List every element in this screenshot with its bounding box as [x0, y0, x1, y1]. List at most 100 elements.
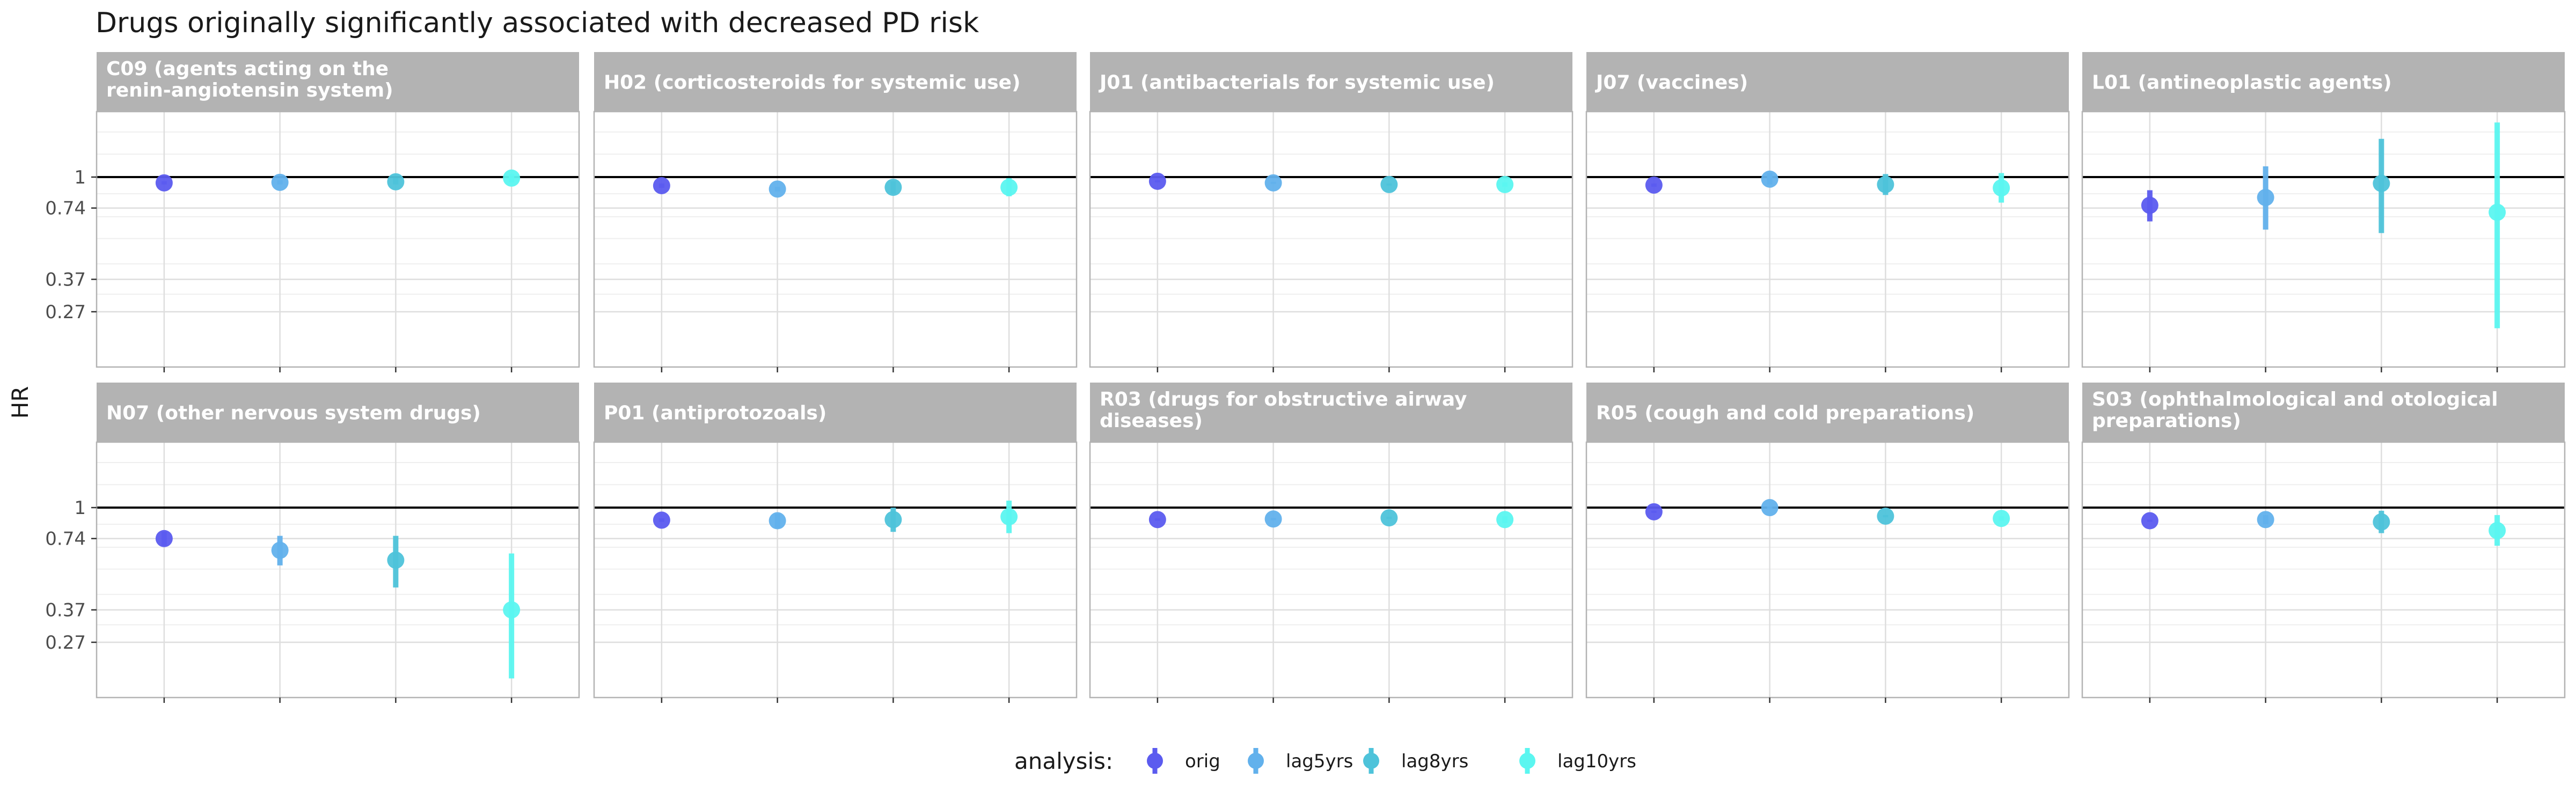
legend-label-lag10yrs: lag10yrs [1557, 751, 1636, 772]
point-lag5yrs [769, 512, 786, 530]
point-lag5yrs [1761, 499, 1779, 516]
facet-strip [1090, 383, 1572, 442]
point-orig [155, 174, 173, 192]
panel-border [1089, 111, 1574, 368]
point-lag8yrs [884, 179, 902, 196]
y-tick-label: 1 [74, 167, 86, 188]
panel-border [1585, 111, 2070, 368]
point-lag8yrs [1877, 507, 1894, 525]
facet-label: P01 (antiprotozoals) [604, 402, 826, 424]
facet-label: R05 (cough and cold preparations) [1596, 402, 1974, 424]
point-lag5yrs [1761, 170, 1779, 188]
y-tick-label: 0.37 [45, 600, 86, 621]
panel-border [2081, 441, 2566, 699]
legend-key-point-orig [1147, 753, 1163, 769]
point-orig [1645, 503, 1663, 520]
panel-border [1585, 441, 2070, 699]
panel-background [97, 442, 579, 698]
point-lag8yrs [2373, 174, 2390, 192]
point-lag10yrs [1000, 179, 1018, 196]
panel-border [96, 111, 580, 368]
point-lag10yrs [1993, 510, 2010, 527]
point-orig [653, 511, 670, 529]
point-lag8yrs [387, 173, 405, 190]
legend-label-lag8yrs: lag8yrs [1401, 751, 1468, 772]
point-orig [1148, 172, 1166, 190]
point-lag5yrs [1264, 510, 1282, 528]
point-lag10yrs [1993, 179, 2010, 197]
facet-label: H02 (corticosteroids for systemic use) [604, 72, 1021, 94]
facet-strip [2082, 383, 2565, 442]
facet-label: C09 (agents acting on the renin-angiotens… [106, 58, 393, 101]
facet-strip [594, 52, 1077, 112]
panel-border [1089, 441, 1574, 699]
facet-label: J07 (vaccines) [1594, 72, 1748, 94]
point-lag8yrs [2373, 513, 2390, 531]
panel-background [97, 112, 579, 367]
y-tick-label: 1 [74, 497, 86, 519]
panel-border [593, 441, 1078, 699]
facet-label: S03 (ophthalmological and otological prep… [2092, 388, 2498, 432]
legend-key-point-lag5yrs [1248, 753, 1264, 769]
point-orig [155, 530, 173, 547]
facet-strip [1090, 52, 1572, 112]
panel-background [1586, 112, 2069, 367]
facet-label: L01 (antineoplastic agents) [2092, 72, 2392, 94]
legend-title: analysis: [1014, 748, 1113, 774]
facet-label: N07 (other nervous system drugs) [106, 402, 481, 424]
facet-strip [2082, 52, 2565, 112]
point-lag10yrs [2489, 203, 2506, 221]
point-lag10yrs [503, 601, 521, 619]
point-lag8yrs [1380, 509, 1398, 527]
y-axis-label: HR [7, 386, 33, 419]
legend-label-orig: orig [1185, 751, 1220, 772]
point-lag10yrs [1496, 511, 1514, 529]
y-tick-label: 0.27 [45, 632, 86, 654]
panel-border [593, 111, 1078, 368]
point-lag5yrs [2257, 189, 2274, 207]
point-lag8yrs [884, 511, 902, 529]
point-orig [2141, 512, 2158, 530]
legend-key-point-lag8yrs [1363, 753, 1379, 769]
point-lag10yrs [2489, 522, 2506, 539]
panel-background [594, 442, 1077, 698]
panel-background [2082, 112, 2565, 367]
panel-background [1586, 442, 2069, 698]
point-orig [1148, 511, 1166, 529]
point-orig [2141, 196, 2158, 214]
facet-label: J01 (antibacterials for systemic use) [1098, 72, 1495, 94]
facet-strip [97, 383, 579, 442]
facet-strip [1586, 52, 2069, 112]
panel-background [2082, 442, 2565, 698]
panel-background [594, 112, 1077, 367]
point-lag5yrs [271, 173, 289, 191]
point-lag10yrs [503, 169, 521, 187]
point-lag8yrs [387, 551, 405, 569]
point-orig [653, 177, 670, 194]
panel-border [2081, 111, 2566, 368]
point-lag10yrs [1496, 175, 1514, 193]
point-lag8yrs [1877, 175, 1894, 193]
point-lag5yrs [769, 180, 786, 198]
y-tick-label: 0.37 [45, 269, 86, 291]
point-lag5yrs [271, 541, 289, 559]
chart-title: Drugs originally significantly associate… [96, 7, 979, 39]
facet-strip [594, 383, 1077, 442]
y-tick-label: 0.74 [45, 529, 86, 550]
point-orig [1645, 176, 1663, 194]
point-lag8yrs [1380, 175, 1398, 193]
facet-label: R03 (drugs for obstructive airway disease… [1100, 388, 1467, 432]
point-lag5yrs [1264, 174, 1282, 192]
legend-label-lag5yrs: lag5yrs [1286, 751, 1353, 772]
panel-background [1090, 112, 1572, 367]
panel-border [96, 441, 580, 699]
point-lag5yrs [2257, 511, 2274, 529]
facet-strip [1586, 383, 2069, 442]
legend-key-point-lag10yrs [1519, 753, 1535, 769]
panel-background [1090, 442, 1572, 698]
point-lag10yrs [1000, 508, 1018, 526]
facet-strip [97, 52, 579, 112]
y-tick-label: 0.74 [45, 198, 86, 219]
